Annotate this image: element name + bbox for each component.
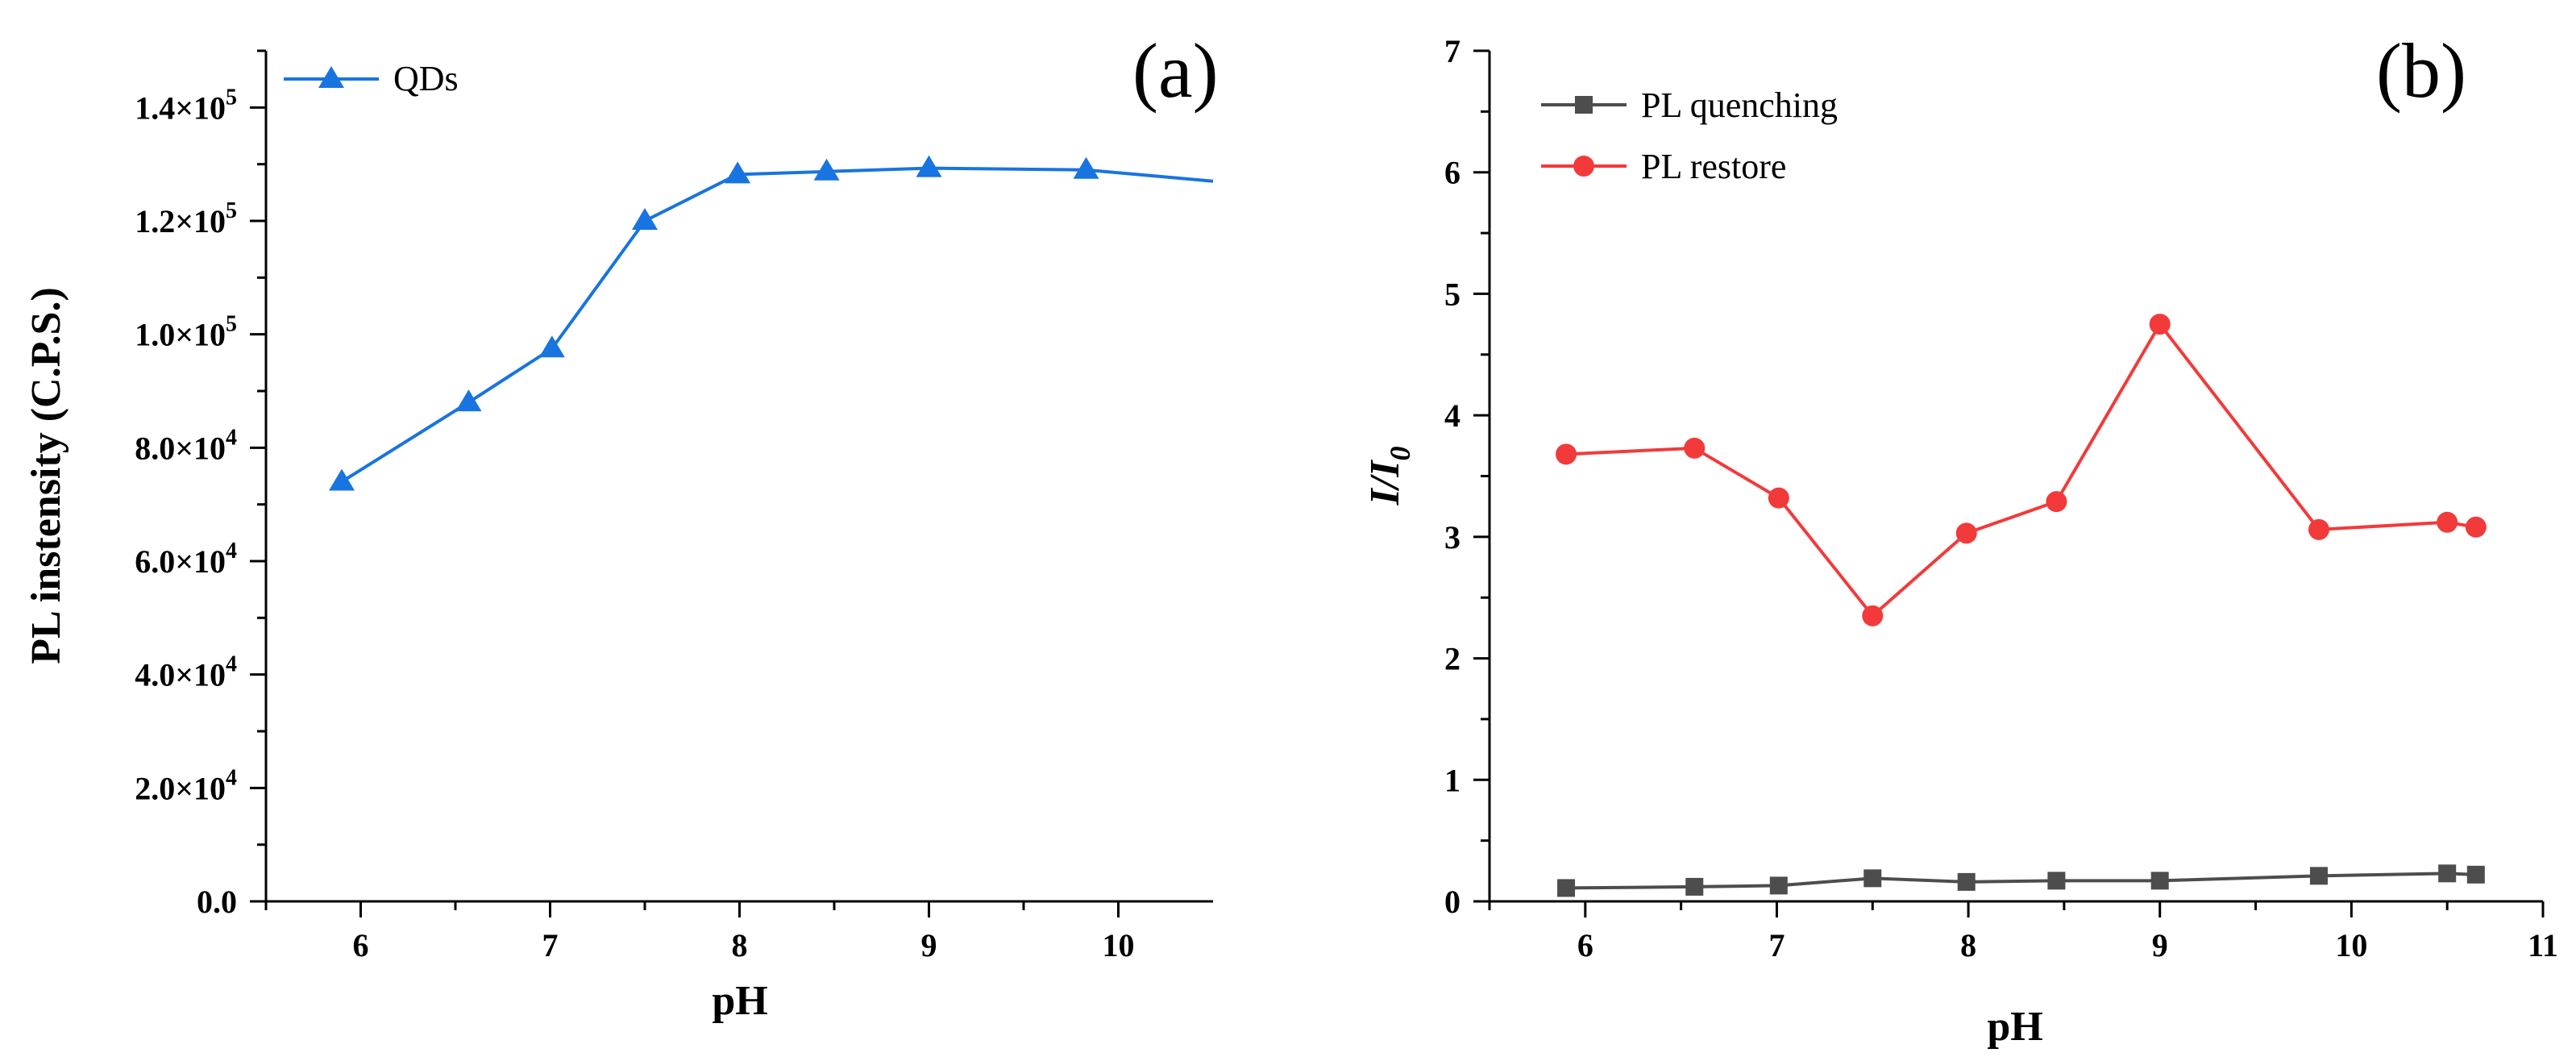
panel-a-y-ticks: 0.0 2.0×104 4.0×104 6.0×104 8.0×104 1.0×105 1.… xyxy=(135,49,266,920)
quenching-data-point xyxy=(2466,865,2485,884)
x-tick-label: 6 xyxy=(353,927,369,963)
y-tick-label: 6.0×104 xyxy=(135,539,237,580)
restore-data-point xyxy=(2308,518,2329,540)
panel-a-y-axis-title: PL instensity (C.P.S.) xyxy=(23,287,69,664)
y-tick-label: 4.0×104 xyxy=(135,652,237,693)
qds-series-line xyxy=(340,166,1214,484)
panel-a-series xyxy=(329,155,1214,491)
panel-b: (b) 0 1 2 3 4 5 6 7 6 7 8 9 10 11 PL quenching PL re… xyxy=(1362,27,2558,1050)
quenching-data-point xyxy=(1957,872,1976,891)
y-tick-label: 1.2×105 xyxy=(135,198,237,239)
svg-text:I/I0: I/I0 xyxy=(1362,447,1416,506)
panel-a: (a) 0.0 2.0×104 4.0×104 6.0×104 8.0×104 1.0×1… xyxy=(23,27,1219,1024)
y-tick-label: 1.4×105 xyxy=(135,85,237,126)
qds-data-point xyxy=(1073,156,1099,179)
legend-qds-triangle-marker xyxy=(318,66,344,88)
y-tick-label: 2 xyxy=(1444,641,1460,677)
x-tick-label: 8 xyxy=(732,927,748,963)
x-tick-label: 10 xyxy=(2335,927,2367,963)
restore-data-point xyxy=(2437,511,2458,533)
legend-restore-label: PL restore xyxy=(1641,147,1786,186)
legend-quenching-label: PL quenching xyxy=(1641,85,1838,125)
y-tick-label: 0 xyxy=(1444,884,1460,920)
qds-data-point xyxy=(813,158,840,181)
qds-data-point xyxy=(538,335,565,358)
restore-data-point xyxy=(2046,491,2067,513)
qds-data-point xyxy=(916,155,942,177)
y-tick-label: 0.0 xyxy=(197,884,237,920)
y-tick-label: 1.0×105 xyxy=(135,312,237,353)
y-tick-label: 1 xyxy=(1444,762,1460,798)
quenching-data-point xyxy=(2150,872,2169,890)
restore-data-point xyxy=(2149,314,2171,335)
restore-data-point xyxy=(1768,487,1789,509)
panel-b-label: (b) xyxy=(2376,27,2466,114)
qds-data-point xyxy=(632,208,658,230)
quenching-data-point xyxy=(1769,876,1788,895)
quenching-data-point xyxy=(2047,872,2066,890)
panel-a-x-ticks: 6 7 8 9 10 xyxy=(264,901,1135,963)
restore-series-line xyxy=(1565,322,2477,618)
y-title-subscript: 0 xyxy=(1384,447,1416,461)
y-tick-label: 7 xyxy=(1444,33,1460,69)
legend-qds-label: QDs xyxy=(393,59,459,98)
quenching-data-point xyxy=(1557,879,1576,897)
y-tick-label: 3 xyxy=(1444,519,1460,555)
y-tick-label: 4 xyxy=(1444,397,1460,434)
qds-data-point xyxy=(725,161,751,184)
y-title-main: I/I xyxy=(1362,460,1408,506)
y-tick-label: 8.0×104 xyxy=(135,425,237,466)
y-tick-label: 5 xyxy=(1444,276,1460,312)
restore-data-point xyxy=(2465,516,2487,538)
panel-a-legend: QDs xyxy=(284,59,459,98)
quenching-data-point xyxy=(1685,877,1704,896)
panel-b-y-ticks: 0 1 2 3 4 5 6 7 xyxy=(1444,33,1490,920)
restore-data-point xyxy=(1684,437,1706,459)
legend-restore-circle-marker xyxy=(1573,156,1594,177)
restore-data-point xyxy=(1862,605,1884,626)
panel-a-label: (a) xyxy=(1132,27,1219,114)
x-tick-label: 7 xyxy=(1768,927,1785,963)
x-tick-label: 7 xyxy=(542,927,559,963)
legend-quenching-square-marker xyxy=(1575,96,1593,114)
quenching-data-point xyxy=(1863,869,1882,888)
x-tick-label: 11 xyxy=(2528,927,2558,963)
y-tick-label: 6 xyxy=(1444,155,1460,191)
y-tick-label: 2.0×104 xyxy=(135,765,237,806)
panel-b-series xyxy=(1556,314,2487,897)
panel-b-x-ticks: 6 7 8 9 10 11 xyxy=(1488,901,2558,963)
restore-data-point xyxy=(1955,522,1977,544)
qds-data-point xyxy=(455,389,482,412)
panel-b-legend: PL quenching PL restore xyxy=(1541,85,1838,186)
quenching-data-point xyxy=(2309,867,2328,885)
x-tick-label: 9 xyxy=(921,927,937,963)
x-tick-label: 8 xyxy=(1960,927,1976,963)
restore-data-point xyxy=(1556,443,1577,465)
x-tick-label: 6 xyxy=(1577,927,1593,963)
quenching-series-line xyxy=(1566,872,2476,890)
panel-b-y-axis-title: I/I0 xyxy=(1362,447,1416,506)
panel-a-x-axis-title: pH xyxy=(712,978,767,1024)
x-tick-label: 10 xyxy=(1103,927,1135,963)
qds-data-point xyxy=(329,468,355,491)
x-tick-label: 9 xyxy=(2152,927,2168,963)
panel-b-x-axis-title: pH xyxy=(1987,1004,2042,1050)
quenching-data-point xyxy=(2438,864,2457,883)
